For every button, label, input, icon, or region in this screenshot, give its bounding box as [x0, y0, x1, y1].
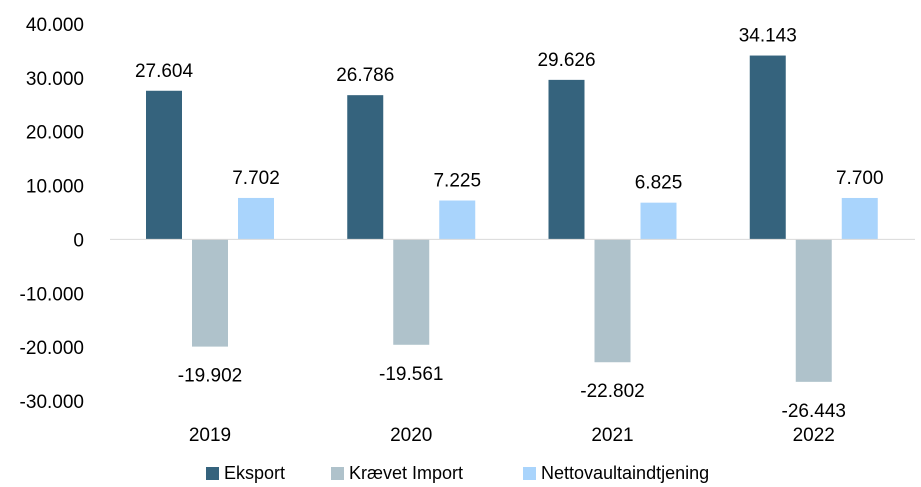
data-label: 34.143 — [739, 26, 797, 47]
data-label: 7.702 — [232, 168, 280, 189]
legend-label: Nettovaultaindtjening — [541, 463, 709, 483]
y-tick-label: 20.000 — [26, 123, 84, 144]
bar-krævet-import-2022 — [795, 239, 832, 382]
data-label: -19.902 — [178, 366, 242, 387]
legend-label: Krævet Import — [349, 463, 463, 483]
bar-nettovaultaindtjening-2022 — [841, 197, 878, 240]
legend-item-nettovaultaindtjening: Nettovaultaindtjening — [523, 463, 709, 483]
bar-eksport-2020 — [347, 95, 384, 240]
bar-eksport-2021 — [548, 79, 585, 240]
bar-eksport-2019 — [146, 90, 182, 240]
x-tick-label: 2019 — [189, 425, 231, 446]
bar-krævet-import-2020 — [393, 239, 430, 345]
x-tick-label: 2021 — [591, 425, 633, 446]
data-label: 7.700 — [836, 168, 884, 189]
y-tick-label: 10.000 — [26, 177, 84, 198]
y-tick-label: -30.000 — [20, 392, 84, 413]
bar-nettovaultaindtjening-2021 — [640, 202, 677, 240]
legend-label: Eksport — [224, 463, 285, 483]
y-tick-label: -20.000 — [20, 338, 84, 359]
bar-nettovaultaindtjening-2020 — [439, 200, 476, 240]
y-tick-label: 30.000 — [26, 69, 84, 90]
data-label: -22.802 — [580, 381, 644, 402]
legend-swatch — [331, 467, 344, 480]
legend-swatch — [206, 467, 219, 480]
x-tick-label: 2022 — [793, 425, 835, 446]
legend-item-eksport: Eksport — [206, 463, 285, 483]
y-axis: 40.000 30.000 20.000 10.000 0 -10.000 -20.000 -… — [20, 15, 84, 413]
data-label: -26.443 — [782, 401, 846, 422]
data-label: 27.604 — [135, 61, 194, 82]
x-axis: 2019 2020 2021 2022 — [110, 238, 915, 446]
y-tick-label: 40.000 — [26, 15, 84, 36]
data-label: 29.626 — [537, 50, 595, 71]
bar-eksport-2022 — [749, 55, 786, 240]
data-label: 6.825 — [635, 173, 683, 194]
bar-nettovaultaindtjening-2019 — [238, 197, 274, 240]
data-labels: 27.604 -19.902 7.702 26.786 -19.561 7.225 29.6… — [135, 26, 884, 422]
y-tick-label: -10.000 — [20, 284, 84, 305]
data-label: 7.225 — [433, 171, 481, 192]
bar-krævet-import-2019 — [192, 239, 228, 347]
data-label: -19.561 — [379, 364, 443, 385]
legend-swatch — [523, 467, 536, 480]
legend-item-krævet-import: Krævet Import — [331, 463, 463, 483]
x-tick-label: 2020 — [390, 425, 432, 446]
bars — [146, 55, 878, 382]
y-tick-label: 0 — [73, 230, 84, 251]
bar-krævet-import-2021 — [594, 239, 631, 363]
data-label: 26.786 — [336, 65, 394, 86]
legend: Eksport Krævet Import Nettovaultaindtjenin… — [206, 463, 709, 483]
